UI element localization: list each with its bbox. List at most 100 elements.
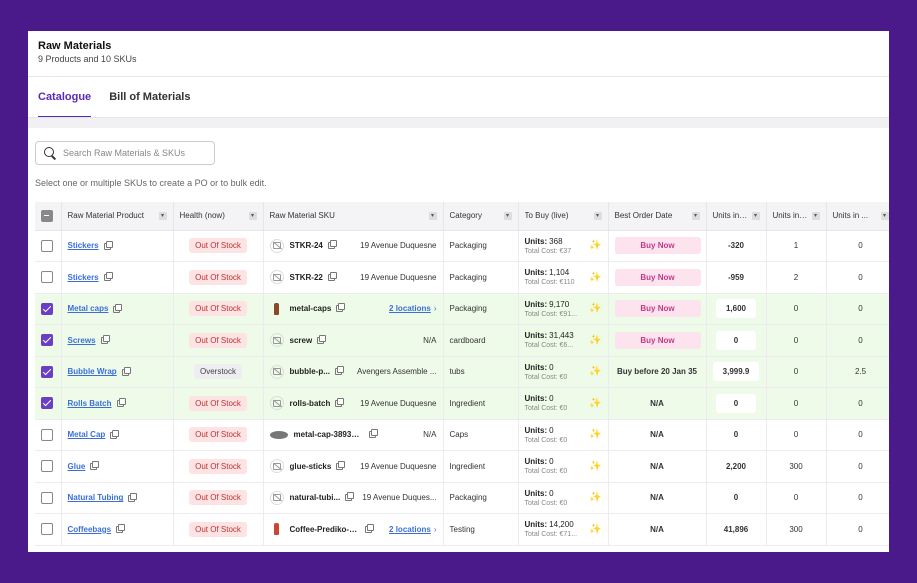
sku-location: 19 Avenue Duquesne [360,461,437,471]
copy-icon[interactable] [103,272,113,282]
category-cell: Ingredient [443,450,519,483]
table-row[interactable]: Glue Out Of Stock glue-sticks 19 Avenue Duq… [35,450,889,483]
sku-location[interactable]: 2 locations [389,524,431,534]
sparkle-icon[interactable]: ✨ [589,523,602,535]
copy-icon[interactable] [335,397,345,407]
copy-icon[interactable] [103,240,113,250]
product-link[interactable]: Screws [67,335,96,345]
copy-icon[interactable] [116,524,126,534]
sort-icon[interactable]: ▾ [158,212,167,220]
sort-icon[interactable]: ▾ [593,212,602,220]
table-row[interactable]: Screws Out Of Stock screw N/A cardboard Units… [35,324,889,357]
sort-icon[interactable]: ▾ [248,212,257,220]
copy-icon[interactable] [334,366,344,376]
copy-icon[interactable] [336,460,346,470]
sort-icon[interactable]: ▾ [880,212,889,220]
table-row[interactable]: Metal Cap Out Of Stock metal-cap-3893u89 N/… [35,419,889,451]
copy-icon[interactable] [90,461,100,471]
column-header[interactable]: To Buy (live) ▾ [518,202,609,231]
sort-icon[interactable]: ▾ [691,212,700,220]
row-checkbox[interactable] [41,239,53,252]
table-row[interactable]: Stickers Out Of Stock STKR-22 19 Avenue Duq… [35,261,889,294]
table-row[interactable]: Rolls Batch Out Of Stock rolls-batch 19 Ave… [35,387,889,420]
sort-icon[interactable]: ▾ [751,212,760,220]
copy-icon[interactable] [336,303,346,313]
column-header[interactable]: Raw Material SKU ▾ [263,202,444,231]
sort-icon[interactable]: ▾ [811,212,820,220]
column-header[interactable]: Units in t... ▾ [766,202,827,231]
to-buy-cell: Units: 14,200 Total Cost: €71... ✨ [518,513,609,546]
chevron-right-icon[interactable]: › [433,304,437,314]
sku-location[interactable]: 2 locations [389,304,431,314]
column-header[interactable]: Units in ... ▾ [706,202,767,231]
column-header[interactable]: Raw Material Product ▾ [61,202,174,231]
sparkle-icon[interactable]: ✨ [589,460,602,472]
buy-now-button[interactable]: Buy Now [614,268,701,286]
sparkle-icon[interactable]: ✨ [589,429,602,441]
row-checkbox[interactable] [41,302,53,315]
product-link[interactable]: Coffeebags [67,524,112,534]
sparkle-icon[interactable]: ✨ [589,271,602,283]
health-badge: Out Of Stock [189,427,247,443]
search-input[interactable] [63,148,203,158]
sparkle-icon[interactable]: ✨ [589,492,602,504]
copy-icon[interactable] [317,334,327,344]
product-link[interactable]: Glue [67,461,86,471]
row-checkbox[interactable] [41,523,53,536]
row-checkbox[interactable] [41,491,53,504]
sparkle-icon[interactable]: ✨ [589,303,602,315]
table-row[interactable]: Stickers Out Of Stock STKR-24 19 Avenue Duq… [35,230,889,262]
sparkle-icon[interactable]: ✨ [589,334,602,346]
no-image-icon [272,368,281,376]
sparkle-icon[interactable]: ✨ [589,240,602,252]
row-checkbox[interactable] [41,397,53,410]
select-all-checkbox[interactable] [41,209,53,222]
sparkle-icon[interactable]: ✨ [589,366,602,378]
table-row[interactable]: Natural Tubing Out Of Stock natural-tubi..… [35,482,889,514]
tab-bill-of-materials[interactable]: Bill of Materials [109,91,191,103]
copy-icon[interactable] [345,492,355,502]
units-cell: 0 [766,356,827,388]
column-header[interactable]: Category ▾ [443,202,519,231]
chevron-right-icon[interactable]: › [433,524,437,534]
copy-icon[interactable] [116,398,126,408]
sort-icon[interactable]: ▾ [428,212,437,220]
copy-icon[interactable] [327,271,337,281]
copy-icon[interactable] [113,303,123,313]
table-row[interactable]: Coffeebags Out Of Stock Coffee-Prediko-123… [35,513,889,546]
row-checkbox[interactable] [41,334,53,347]
product-link[interactable]: Rolls Batch [67,398,112,408]
product-link[interactable]: Natural Tubing [67,493,124,503]
row-checkbox[interactable] [41,428,53,441]
copy-icon[interactable] [368,429,378,439]
category-cell: tubs [443,356,519,388]
product-link[interactable]: Stickers [67,241,99,251]
copy-icon[interactable] [121,366,131,376]
product-link[interactable]: Stickers [67,272,99,282]
copy-icon[interactable] [128,492,138,502]
row-checkbox[interactable] [41,271,53,284]
tab-catalogue[interactable]: Catalogue [38,91,92,118]
table-row[interactable]: Bubble Wrap Overstock bubble-p... Avengers … [35,356,889,388]
search-box[interactable] [35,141,215,165]
column-header[interactable]: Best Order Date ▾ [608,202,707,231]
copy-icon[interactable] [110,429,120,439]
selection-hint: Select one or multiple SKUs to create a … [35,178,267,188]
buy-now-button[interactable]: Buy Now [614,300,701,318]
column-header[interactable]: Health (now) ▾ [173,202,264,231]
table-row[interactable]: Metal caps Out Of Stock metal-caps 2 locati… [35,293,889,325]
product-cell: Screws [61,324,174,357]
copy-icon[interactable] [364,523,374,533]
product-link[interactable]: Metal caps [67,304,109,314]
sparkle-icon[interactable]: ✨ [589,397,602,409]
sort-icon[interactable]: ▾ [503,212,512,220]
column-header[interactable]: Units in ... ▾ [826,202,889,231]
row-checkbox[interactable] [41,365,53,378]
product-link[interactable]: Metal Cap [67,430,106,440]
copy-icon[interactable] [100,335,110,345]
buy-now-button[interactable]: Buy Now [614,331,701,349]
copy-icon[interactable] [327,240,337,250]
row-checkbox[interactable] [41,460,53,473]
product-link[interactable]: Bubble Wrap [67,367,117,377]
buy-now-button[interactable]: Buy Now [614,237,701,255]
